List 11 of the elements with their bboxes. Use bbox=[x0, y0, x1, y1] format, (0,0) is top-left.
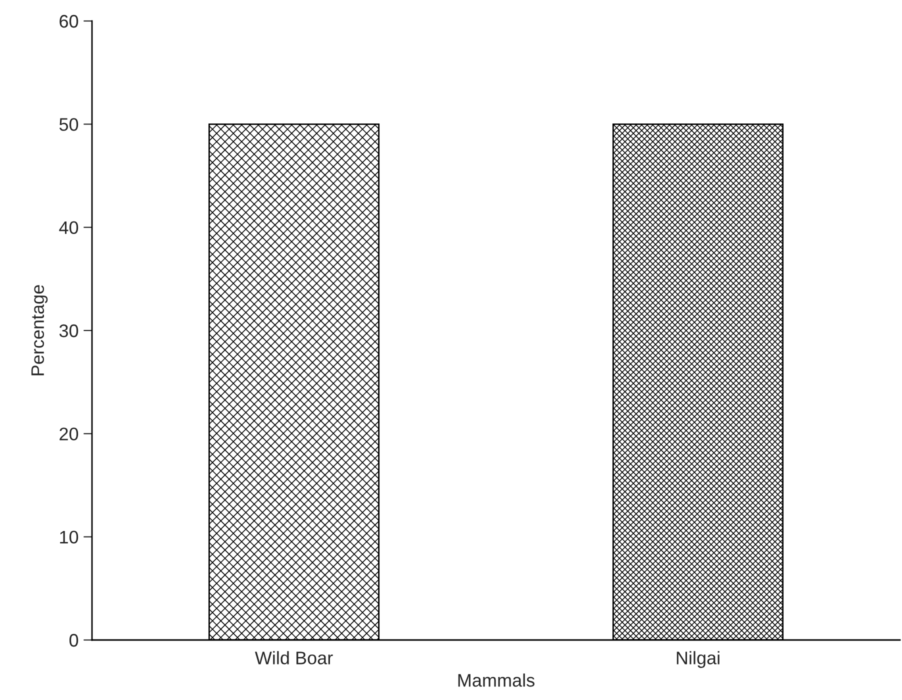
y-tick-label: 0 bbox=[69, 634, 78, 647]
y-tick-label: 60 bbox=[60, 14, 78, 28]
x-tick-label: Wild Boar bbox=[254, 651, 333, 664]
x-axis-title: Mammals bbox=[458, 674, 534, 687]
y-tick-label: 40 bbox=[59, 221, 78, 234]
y-tick-label: 50 bbox=[59, 118, 78, 131]
y-tick-label: 20 bbox=[60, 428, 78, 440]
y-axis-title: Percentage bbox=[31, 285, 48, 376]
y-tick-label: 10 bbox=[60, 530, 78, 544]
x-tick-label: Nilgai bbox=[676, 651, 720, 668]
y-tick-label: 30 bbox=[59, 324, 78, 338]
